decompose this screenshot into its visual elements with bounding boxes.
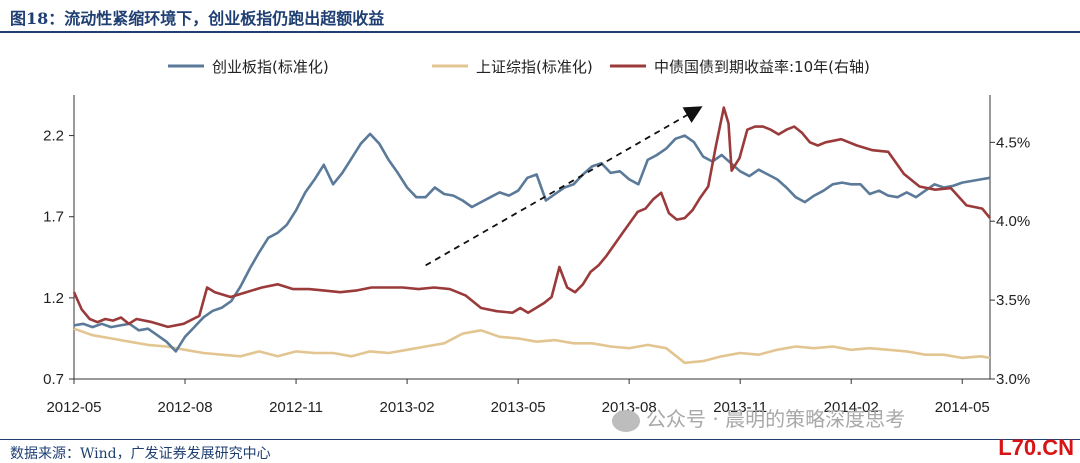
series-layer bbox=[72, 106, 992, 365]
x-tick-label: 2013-08 bbox=[602, 399, 657, 416]
y-tick-label: 2.2 bbox=[43, 128, 64, 145]
y2-tick-label: 4.5% bbox=[996, 134, 1030, 151]
y2-tick-label: 4.0% bbox=[996, 213, 1030, 230]
y2-tick-label: 3.0% bbox=[996, 371, 1030, 388]
series-line-1 bbox=[73, 327, 991, 365]
series-line-2 bbox=[72, 106, 992, 329]
legend-label-0: 创业板指(标准化) bbox=[212, 58, 329, 76]
chart-title: 图18：流动性紧缩环境下，创业板指仍跑出超额收益 bbox=[10, 9, 385, 28]
trend-arrow bbox=[425, 106, 703, 267]
title-divider bbox=[0, 31, 1080, 33]
y-tick-label: 1.2 bbox=[43, 290, 64, 307]
x-tick-label: 2014-02 bbox=[824, 399, 879, 416]
x-tick-label: 2012-11 bbox=[269, 399, 323, 416]
legend-label-2: 中债国债到期收益率:10年(右轴) bbox=[654, 58, 870, 76]
x-tick-label: 2013-05 bbox=[491, 399, 546, 416]
footer-divider bbox=[0, 439, 1080, 440]
source-note: 数据来源：Wind，广发证券发展研究中心 bbox=[10, 446, 271, 462]
axes: 0.7 1.2 1.7 2.2 3.0% 3.5% 4.0% 4.5% 2012-05 2012-… bbox=[43, 95, 1030, 416]
x-tick-label: 2012-05 bbox=[46, 399, 101, 416]
y2-tick-label: 3.5% bbox=[996, 292, 1030, 309]
y-tick-label: 1.7 bbox=[43, 209, 64, 226]
series-line-0 bbox=[73, 132, 991, 353]
x-tick-label: 2014-05 bbox=[935, 399, 990, 416]
watermark-text: 公众号 · 晨明的策略深度思考 bbox=[646, 407, 906, 431]
watermark: 公众号 · 晨明的策略深度思考 bbox=[612, 403, 905, 432]
wechat-icon bbox=[612, 409, 640, 432]
y-tick-label: 0.7 bbox=[43, 371, 64, 388]
legend: 创业板指(标准化) 上证综指(标准化) 中债国债到期收益率:10年(右轴) bbox=[168, 58, 870, 76]
corner-mark: L70.CN bbox=[998, 435, 1074, 460]
x-tick-label: 2013-02 bbox=[380, 399, 435, 416]
annotation-layer bbox=[425, 106, 703, 267]
legend-label-1: 上证综指(标准化) bbox=[476, 58, 593, 76]
x-tick-label: 2012-08 bbox=[157, 399, 212, 416]
x-tick-label: 2013-11 bbox=[713, 399, 767, 416]
